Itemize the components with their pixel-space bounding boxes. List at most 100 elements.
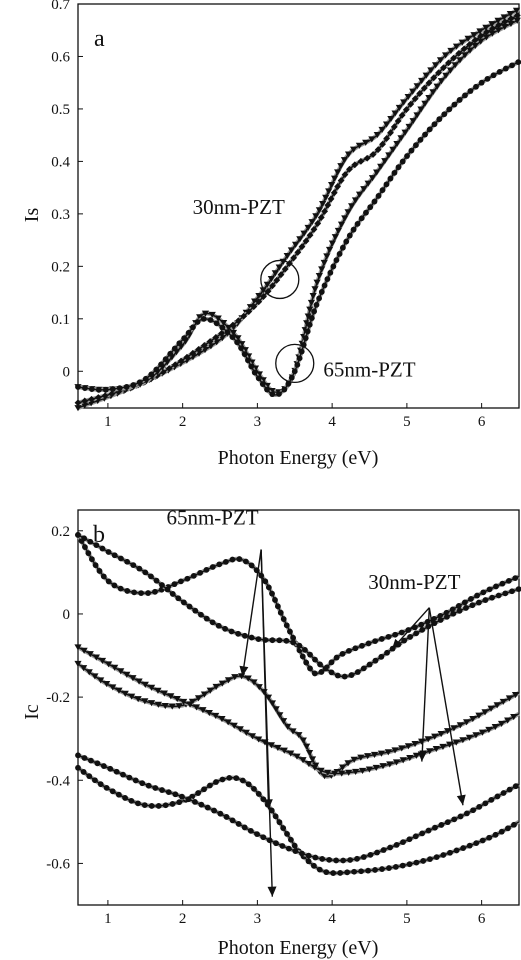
data-marker bbox=[147, 684, 156, 691]
data-marker bbox=[198, 611, 204, 618]
data-marker bbox=[128, 797, 135, 804]
data-marker bbox=[481, 709, 489, 716]
data-marker bbox=[75, 532, 81, 538]
data-marker bbox=[206, 338, 214, 345]
data-marker bbox=[482, 34, 491, 41]
data-marker bbox=[411, 741, 419, 748]
data-marker bbox=[179, 793, 185, 800]
data-marker bbox=[241, 351, 248, 358]
data-marker bbox=[233, 775, 240, 782]
data-marker bbox=[494, 27, 503, 34]
data-marker bbox=[515, 59, 521, 66]
data-marker bbox=[82, 385, 88, 391]
data-marker bbox=[285, 845, 292, 852]
data-marker bbox=[280, 825, 287, 831]
data-marker bbox=[334, 227, 342, 234]
data-marker bbox=[372, 764, 380, 771]
data-marker bbox=[364, 753, 372, 760]
data-marker bbox=[88, 386, 95, 393]
data-marker bbox=[328, 669, 335, 676]
data-marker bbox=[85, 550, 92, 557]
data-marker bbox=[463, 605, 469, 611]
data-marker bbox=[305, 858, 312, 865]
data-marker bbox=[276, 712, 284, 719]
data-marker bbox=[219, 776, 226, 783]
data-marker bbox=[213, 339, 221, 346]
data-marker bbox=[431, 121, 438, 128]
data-marker bbox=[185, 796, 192, 803]
data-marker bbox=[217, 810, 224, 817]
data-marker bbox=[440, 852, 447, 858]
data-marker bbox=[341, 171, 349, 179]
data-marker bbox=[236, 556, 243, 562]
data-marker bbox=[245, 781, 252, 788]
y-tick-label: 0.2 bbox=[51, 259, 70, 275]
data-marker bbox=[89, 556, 95, 563]
data-marker bbox=[435, 69, 442, 77]
data-marker bbox=[171, 361, 179, 369]
data-marker bbox=[417, 136, 424, 143]
data-marker bbox=[94, 760, 101, 767]
data-marker bbox=[347, 857, 354, 863]
data-marker bbox=[231, 674, 239, 681]
data-marker bbox=[488, 21, 496, 28]
data-marker bbox=[337, 221, 346, 228]
data-marker bbox=[419, 626, 426, 633]
data-marker bbox=[168, 703, 176, 710]
data-marker bbox=[500, 14, 508, 21]
panel-a-series bbox=[74, 7, 521, 412]
data-marker bbox=[439, 743, 447, 750]
data-marker bbox=[324, 201, 332, 209]
data-marker bbox=[470, 32, 478, 39]
data-marker bbox=[288, 374, 295, 381]
series-halo bbox=[77, 17, 521, 395]
highlight-circle bbox=[275, 343, 315, 384]
data-marker bbox=[229, 329, 238, 337]
data-marker bbox=[134, 696, 142, 703]
data-marker bbox=[333, 857, 340, 864]
data-marker bbox=[455, 50, 463, 57]
data-marker bbox=[152, 588, 158, 595]
data-marker bbox=[431, 620, 438, 627]
data-marker bbox=[222, 558, 229, 565]
data-marker bbox=[305, 749, 314, 757]
data-marker bbox=[351, 197, 360, 204]
data-marker bbox=[486, 834, 493, 841]
data-marker bbox=[102, 386, 109, 393]
data-marker bbox=[255, 791, 262, 797]
data-marker bbox=[483, 28, 491, 36]
data-marker bbox=[437, 730, 445, 738]
data-marker bbox=[81, 397, 89, 405]
data-marker bbox=[273, 840, 279, 847]
data-marker bbox=[222, 625, 228, 632]
data-marker bbox=[360, 665, 367, 672]
data-marker bbox=[358, 215, 365, 222]
data-marker bbox=[304, 224, 312, 232]
data-marker bbox=[405, 123, 413, 131]
data-marker bbox=[375, 192, 382, 199]
data-marker bbox=[378, 636, 385, 642]
data-marker bbox=[259, 381, 266, 387]
data-marker bbox=[207, 343, 215, 350]
data-marker bbox=[91, 673, 99, 680]
y-tick-label: 0.7 bbox=[51, 0, 70, 13]
data-marker bbox=[407, 100, 415, 108]
data-marker bbox=[373, 132, 381, 139]
data-marker bbox=[154, 687, 162, 694]
data-marker bbox=[226, 774, 233, 781]
data-marker bbox=[385, 633, 392, 640]
panel-b-y-axis-title: Ic bbox=[21, 704, 43, 720]
data-marker bbox=[260, 834, 267, 841]
data-marker bbox=[87, 538, 94, 545]
data-marker bbox=[130, 562, 137, 569]
data-marker bbox=[74, 660, 82, 668]
data-marker bbox=[298, 243, 306, 251]
data-marker bbox=[266, 837, 273, 844]
data-marker bbox=[459, 737, 467, 744]
data-marker bbox=[121, 690, 129, 697]
data-marker bbox=[477, 32, 485, 40]
data-marker bbox=[504, 717, 512, 724]
data-marker bbox=[368, 136, 376, 143]
data-marker bbox=[200, 691, 209, 698]
data-marker bbox=[357, 157, 365, 165]
